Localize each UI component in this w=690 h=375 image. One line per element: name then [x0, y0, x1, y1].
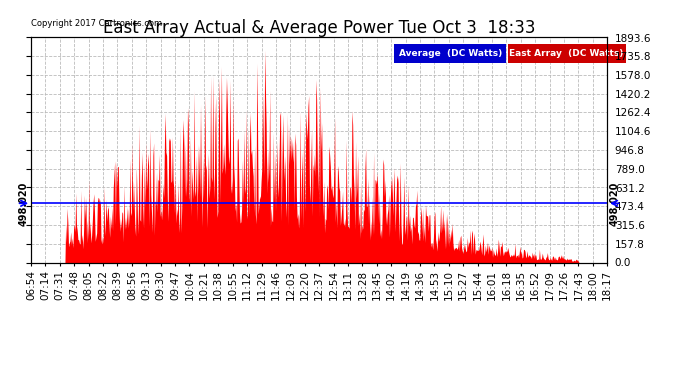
Title: East Array Actual & Average Power Tue Oct 3  18:33: East Array Actual & Average Power Tue Oc…: [103, 20, 535, 38]
Text: Average  (DC Watts): Average (DC Watts): [399, 50, 502, 58]
Text: 498.020: 498.020: [18, 181, 28, 225]
Text: East Array  (DC Watts): East Array (DC Watts): [509, 50, 624, 58]
Text: 498.020: 498.020: [610, 181, 620, 225]
FancyBboxPatch shape: [394, 44, 506, 63]
Text: Copyright 2017 Cartronics.com: Copyright 2017 Cartronics.com: [31, 20, 162, 28]
FancyBboxPatch shape: [508, 44, 626, 63]
